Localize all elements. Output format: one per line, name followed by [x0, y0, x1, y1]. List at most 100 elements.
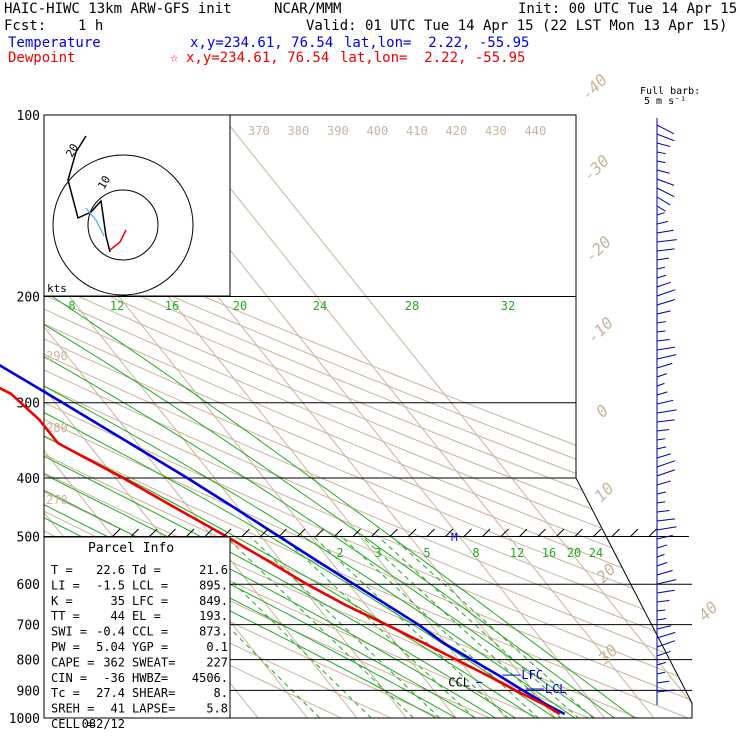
- wind-barb: [656, 354, 677, 360]
- wind-barb: [656, 609, 666, 612]
- dry-adiabat-line: [44, 115, 692, 718]
- parcel-info-value: 849.: [199, 594, 228, 608]
- moist-adiabat-label: 28: [405, 299, 419, 313]
- parcel-info-value: 41: [111, 702, 125, 716]
- dry-adiabat-line: [44, 115, 692, 718]
- mixing-ratio-label: 16: [542, 546, 556, 560]
- mixing-ratio-line: [249, 536, 454, 718]
- hatch-mark: [111, 528, 121, 538]
- wind-barb: [656, 562, 668, 567]
- wind-barb: [656, 689, 675, 693]
- wind-barb: [656, 650, 671, 657]
- hatch-mark: [648, 528, 657, 538]
- model-title: HAIC-HIWC 13km ARW-GFS init: [4, 1, 232, 17]
- mixing-ratio-label: 3: [374, 546, 381, 560]
- wind-barb: [656, 133, 675, 142]
- wind-barb: [656, 321, 666, 324]
- parcel-info-key: EL =: [132, 609, 161, 623]
- wind-barb: [656, 248, 675, 252]
- parcel-info-title: Parcel Info: [88, 541, 174, 556]
- parcel-info-key: T =: [51, 563, 73, 577]
- dry-adiabat-line: [44, 115, 692, 718]
- wind-barb: [656, 600, 670, 603]
- moist-adiabat-line: [44, 220, 635, 718]
- parcel-info-key: LFC =: [132, 594, 168, 608]
- wind-barb: [656, 661, 666, 666]
- parcel-info-value: -1.5: [96, 578, 125, 592]
- dewpoint-profile: [0, 386, 561, 716]
- mixing-ratio-line: [281, 536, 489, 718]
- parcel-info-value: 5.8: [206, 702, 228, 716]
- dry-adiabat-line: [44, 115, 692, 718]
- moist-adiabat-line: [44, 220, 576, 718]
- mixing-ratio-line: [377, 536, 593, 718]
- hatch-mark: [241, 528, 250, 538]
- wind-barb: [656, 553, 665, 558]
- wind-barb: [656, 569, 673, 576]
- wind-barb: [656, 501, 666, 504]
- parcel-info-value: 21.6: [199, 563, 228, 577]
- hatch-mark: [518, 528, 528, 538]
- hodograph-ring: [87, 189, 159, 261]
- wind-barb: [656, 534, 673, 540]
- annotation-lfc: LFC: [521, 668, 543, 682]
- hatch-mark: [259, 528, 269, 538]
- isobar-label: 1000: [9, 712, 40, 727]
- hatch-mark: [407, 528, 417, 538]
- wind-barb: [656, 625, 672, 630]
- dry-adiabat-line: [44, 115, 671, 718]
- dry-adiabat-line: [44, 115, 621, 718]
- parcel-info-value: 35: [111, 594, 125, 608]
- wind-barb: [656, 289, 676, 297]
- dew-legend-xy: x,y=234.61, 76.54: [186, 50, 330, 66]
- parcel-info-value: 0.1: [206, 640, 228, 654]
- hatch-mark: [222, 528, 232, 538]
- dry-adiabat-line: [44, 115, 692, 718]
- parcel-info-value: 4506.: [192, 671, 228, 685]
- isotherm-label: 20: [593, 560, 620, 587]
- theta-label: 290: [46, 349, 68, 363]
- isotherm-line: [149, 115, 665, 718]
- wind-barb: [656, 151, 666, 155]
- hatch-mark: [130, 528, 139, 538]
- mixing-ratio-label: 8: [472, 546, 479, 560]
- hatch-mark: [278, 528, 287, 538]
- parcel-info-key: K =: [51, 594, 73, 608]
- isobar-label: 600: [17, 578, 40, 593]
- isotherm-label: 0: [592, 401, 612, 421]
- wind-barb: [656, 330, 666, 333]
- theta-label: 280: [46, 421, 68, 435]
- parcel-info-value: 44: [111, 609, 125, 623]
- isotherm-label: -40: [577, 70, 611, 104]
- wind-barb: [656, 160, 666, 164]
- hatch-mark: [315, 528, 324, 538]
- wind-barb: [656, 510, 670, 513]
- mixing-ratio-line: [361, 536, 576, 718]
- wind-barb: [656, 310, 671, 315]
- hatch-mark: [629, 528, 639, 538]
- wind-barb: [656, 187, 675, 198]
- theta-label: 410: [406, 124, 428, 138]
- parcel-info-value: 8.: [214, 686, 228, 700]
- wind-barb: [656, 438, 666, 441]
- valid-time: Valid: 01 UTC Tue 14 Apr 15 (22 LST Mon …: [306, 18, 728, 34]
- moist-adiabat-line: [44, 220, 536, 718]
- parcel-info-value: 22.6: [96, 563, 125, 577]
- wind-barb: [656, 346, 676, 351]
- parcel-info-key: Tc =: [51, 686, 80, 700]
- parcel-info-key: CIN =: [51, 671, 87, 685]
- wind-barb: [656, 382, 665, 387]
- hatch-mark: [204, 528, 213, 538]
- wind-label: Full barb:: [640, 86, 700, 97]
- moist-adiabat-line: [44, 220, 496, 718]
- fcst-value: 1 h: [78, 18, 104, 34]
- isotherm-label: -30: [579, 151, 613, 185]
- theta-label: 420: [446, 124, 468, 138]
- isotherm-line: [44, 115, 418, 718]
- wind-barb: [656, 373, 667, 378]
- parcel-info-value: 227: [206, 655, 228, 669]
- isotherm-line: [198, 115, 692, 718]
- init-time: Init: 00 UTC Tue 14 Apr 15: [518, 1, 738, 17]
- parcel-info-key: YGP =: [132, 640, 168, 654]
- hatch-mark: [611, 528, 620, 538]
